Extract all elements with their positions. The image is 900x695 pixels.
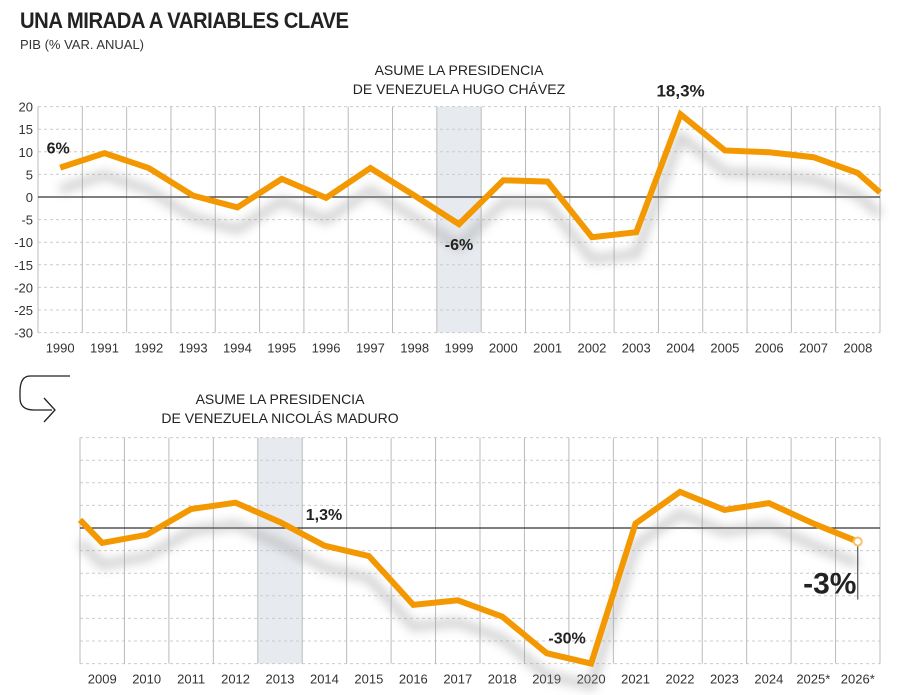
x-tick-label: 1993	[179, 341, 208, 356]
data-label: -3%	[803, 568, 856, 601]
x-tick-label: 2012	[221, 672, 250, 687]
x-tick-label: 1996	[312, 341, 341, 356]
x-tick-label: 2022	[666, 672, 695, 687]
x-tick-label: 2023	[710, 672, 739, 687]
x-tick-label: 1990	[46, 341, 75, 356]
x-tick-label: 2017	[443, 672, 472, 687]
x-tick-label: 1995	[267, 341, 296, 356]
chart-2009-2026: 2009 2010 2011 2012 2013 2014 2015 2016 2017 2018…	[76, 391, 881, 691]
x-tick-label: 2011	[177, 672, 205, 687]
x-tick-label: 1992	[134, 341, 163, 356]
x-tick-label: 2007	[799, 341, 828, 356]
x-tick-label: 2016	[399, 672, 428, 687]
line-shadow	[58, 128, 883, 264]
data-label: -30%	[548, 631, 585, 648]
y-tick-label: -30	[14, 326, 33, 341]
y-tick-label: -10	[14, 235, 33, 250]
y-tick-label: 20	[19, 100, 33, 115]
y-tick-label: -15	[14, 258, 33, 273]
y-tick-label: 0	[26, 190, 33, 205]
x-tick-label: 2013	[266, 672, 295, 687]
gdp-series-line	[59, 109, 882, 241]
x-tick-label: 2025*	[796, 672, 830, 687]
gdp-series-line	[77, 488, 859, 668]
x-tick-label: 2018	[488, 672, 517, 687]
x-tick-label: 2000	[489, 341, 518, 356]
data-label: 18,3%	[656, 81, 704, 100]
x-tick-label: 1994	[223, 341, 252, 356]
chart-title: UNA MIRADA A VARIABLES CLAVE	[20, 8, 349, 33]
x-tick-label: 2009	[88, 672, 117, 687]
x-tick-label: 1997	[356, 341, 385, 356]
data-label: 6%	[47, 141, 70, 158]
x-tick-label: 2015	[354, 672, 383, 687]
data-label: -6%	[445, 237, 473, 254]
x-tick-label: 1999	[445, 341, 474, 356]
x-tick-label: 2024	[754, 672, 783, 687]
x-tick-label: 1998	[400, 341, 429, 356]
y-tick-label: -5	[21, 213, 33, 228]
x-tick-label: 2004	[666, 341, 695, 356]
chart-subtitle: PIB (% VAR. ANUAL)	[20, 37, 145, 52]
x-tick-label: 2006	[755, 341, 784, 356]
x-tick-label: 2014	[310, 672, 339, 687]
y-tick-label: 10	[19, 145, 33, 160]
y-tick-label: -25	[14, 303, 33, 318]
projection-marker	[852, 536, 863, 547]
x-tick-label: 1991	[90, 341, 119, 356]
x-tick-label: 2010	[132, 672, 161, 687]
data-label: 1,3%	[306, 507, 342, 524]
x-tick-label: 2003	[622, 341, 651, 356]
annotation-text: ASUME LA PRESIDENCIA	[196, 391, 365, 407]
x-tick-label: 2005	[710, 341, 739, 356]
x-tick-label: 2008	[843, 341, 872, 356]
annotation-text: DE VENEZUELA HUGO CHÁVEZ	[353, 81, 566, 97]
y-tick-label: 5	[26, 167, 33, 182]
chart-1990-2008: 20 15 10 5 0 -5 -10 -15 -20 -25 -30 1990 1991 1992 199…	[14, 62, 883, 356]
continuation-arrow-icon	[19, 375, 70, 423]
annotation-text: ASUME LA PRESIDENCIA	[375, 62, 544, 78]
annotation-text: DE VENEZUELA NICOLÁS MADURO	[161, 410, 398, 426]
line-shadow	[76, 508, 860, 691]
x-tick-label: 2026*	[841, 672, 875, 687]
x-tick-label: 2002	[577, 341, 606, 356]
y-tick-label: 15	[19, 122, 33, 137]
x-tick-label: 2001	[533, 341, 562, 356]
x-tick-label: 2021	[621, 672, 650, 687]
y-tick-label: -20	[14, 280, 33, 295]
